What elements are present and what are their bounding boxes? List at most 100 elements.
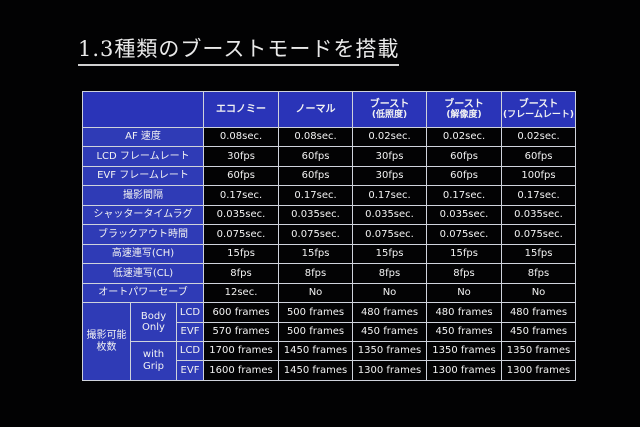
row-label: LCD フレームレート [81, 146, 205, 167]
col-header-4: ブースト (フレームレート) [501, 91, 577, 128]
table-row: EVF フレームレート 60fps 60fps 30fps 60fps 100fps [81, 165, 577, 187]
group-label: Body Only [130, 302, 177, 342]
table-cell: 0.17sec. [501, 185, 577, 206]
table-cell: 450 frames [426, 321, 503, 342]
table-cell: No [426, 282, 503, 304]
table-cell: 480 frames [501, 302, 577, 323]
table-row: 撮影間隔 0.17sec. 0.17sec. 0.17sec. 0.17sec. 0.17… [81, 185, 577, 206]
table-cell: 450 frames [501, 321, 577, 342]
display-label: EVF [175, 321, 205, 342]
table-cell: 30fps [352, 146, 428, 167]
display-label: LCD [175, 302, 205, 323]
col-header-2: ブースト (低照度) [352, 91, 428, 128]
row-label: シャッタータイムラグ [81, 204, 205, 226]
group-label-line2: Only [142, 322, 165, 334]
table-cell: 0.035sec. [278, 204, 354, 226]
shots-label: 撮影可能 枚数 [82, 302, 131, 381]
table-cell: 0.075sec. [501, 224, 577, 245]
table-cell: 0.17sec. [352, 185, 428, 206]
shots-label-line2: 枚数 [96, 341, 117, 353]
shots-row: 撮影可能 枚数 Body Only LCD 600 frames 500 frames 480… [82, 302, 577, 381]
table-cell: 30fps [352, 165, 428, 187]
table-cell: 30fps [203, 146, 280, 167]
table-cell: 0.17sec. [426, 185, 503, 206]
row-label: 低速連写(CL) [81, 263, 205, 284]
table-cell: 60fps [426, 165, 503, 187]
table-cell: 1350 frames [352, 340, 428, 362]
group-label-line1: Body [140, 310, 167, 322]
table-cell: 0.035sec. [203, 204, 280, 226]
table-cell: 1700 frames [203, 340, 280, 362]
table-row: 低速連写(CL) 8fps 8fps 8fps 8fps 8fps [81, 263, 577, 284]
shots-row: EVF 1600 frames 1450 frames 1300 frames 1300… [83, 360, 577, 381]
table-cell: 570 frames [203, 321, 280, 342]
group-label-line2: Grip [143, 360, 164, 372]
row-label: オートパワーセーブ [81, 282, 205, 304]
table-cell: No [501, 282, 577, 304]
table-cell: 1600 frames [203, 360, 280, 381]
table-cell: 15fps [426, 243, 503, 265]
table-cell: 0.02sec. [501, 126, 577, 148]
table-cell: 8fps [426, 263, 503, 284]
table-row: ブラックアウト時間 0.075sec. 0.075sec. 0.075sec. 0.07… [81, 224, 577, 245]
table-cell: 0.075sec. [352, 224, 428, 245]
table-row: 高速連写(CH) 15fps 15fps 15fps 15fps 15fps [81, 243, 577, 265]
table-cell: 1300 frames [352, 360, 428, 381]
table-cell: 15fps [203, 243, 280, 265]
table-cell: 8fps [278, 263, 354, 284]
header-corner [81, 91, 205, 128]
table-cell: 0.035sec. [426, 204, 503, 226]
row-label: EVF フレームレート [81, 165, 205, 187]
table-cell: 1350 frames [501, 340, 577, 362]
table-cell: 0.08sec. [203, 126, 280, 148]
row-label: 高速連写(CH) [81, 243, 205, 265]
table-cell: 60fps [278, 165, 354, 187]
table-row: シャッタータイムラグ 0.035sec. 0.035sec. 0.035sec. 0.0… [81, 204, 577, 226]
table-cell: 0.08sec. [278, 126, 354, 148]
table-cell: 0.02sec. [352, 126, 428, 148]
header-row: エコノミー ノーマル ブースト (低照度) ブースト (解像度) ブースト (フレーム… [81, 91, 577, 128]
table-cell: 480 frames [426, 302, 503, 323]
spec-table: エコノミー ノーマル ブースト (低照度) ブースト (解像度) ブースト (フレーム… [81, 91, 577, 382]
slide-title: 1.3種類のブーストモードを搭載 [78, 33, 400, 66]
table-row: AF 速度 0.08sec. 0.08sec. 0.02sec. 0.02sec. 0.0… [81, 126, 577, 148]
table-cell: 12sec. [203, 282, 280, 304]
table-cell: 1300 frames [426, 360, 503, 381]
table-cell: 480 frames [352, 302, 428, 323]
table-cell: 60fps [501, 146, 577, 167]
table-cell: 60fps [278, 146, 354, 167]
table-cell: No [278, 282, 354, 304]
row-label: ブラックアウト時間 [81, 224, 205, 245]
shots-row: with Grip LCD 1700 frames 1450 frames 1350 fr… [83, 340, 577, 382]
col-header-3: ブースト (解像度) [426, 91, 503, 128]
table-cell: 0.075sec. [278, 224, 354, 245]
row-label: AF 速度 [81, 126, 205, 148]
col-header-0: エコノミー [203, 91, 280, 128]
group-label: with Grip [130, 340, 177, 382]
table-cell: 15fps [278, 243, 354, 265]
col-header-1: ノーマル [278, 91, 354, 128]
table-cell: 0.075sec. [203, 224, 280, 245]
table-cell: 500 frames [278, 321, 354, 342]
table-cell: 100fps [501, 165, 577, 187]
table-cell: 8fps [203, 263, 280, 284]
table-cell: 1350 frames [426, 340, 503, 362]
table-cell: 1300 frames [501, 360, 577, 381]
table-cell: 600 frames [203, 302, 280, 323]
table-row: LCD フレームレート 30fps 60fps 30fps 60fps 60fps [81, 146, 577, 167]
table-cell: 60fps [203, 165, 280, 187]
table-cell: 8fps [501, 263, 577, 284]
table-cell: 500 frames [278, 302, 354, 323]
shots-label-line1: 撮影可能 [86, 330, 127, 342]
table-cell: 0.075sec. [426, 224, 503, 245]
table-cell: 0.17sec. [203, 185, 280, 206]
table-cell: 1450 frames [278, 360, 354, 381]
table-cell: 450 frames [352, 321, 428, 342]
row-label: 撮影間隔 [81, 185, 205, 206]
table-row: オートパワーセーブ 12sec. No No No No [81, 282, 577, 304]
table-cell: 15fps [501, 243, 577, 265]
table-cell: 0.035sec. [501, 204, 577, 226]
display-label: LCD [175, 340, 205, 362]
table-cell: No [352, 282, 428, 304]
table-cell: 15fps [352, 243, 428, 265]
